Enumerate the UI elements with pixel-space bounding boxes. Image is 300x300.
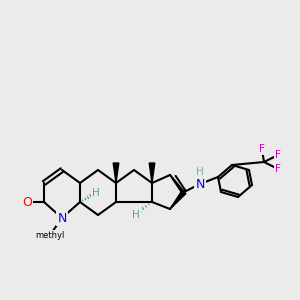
Text: H: H [132,210,140,220]
Text: F: F [275,150,281,160]
Polygon shape [149,163,155,183]
Text: H: H [196,167,204,177]
Text: F: F [259,144,265,154]
Text: methyl: methyl [35,230,65,239]
Text: N: N [195,178,205,190]
Text: N: N [57,212,67,224]
Polygon shape [113,163,119,183]
Text: F: F [275,164,281,174]
Polygon shape [170,190,186,209]
Text: O: O [22,196,32,208]
Text: H: H [92,188,100,198]
